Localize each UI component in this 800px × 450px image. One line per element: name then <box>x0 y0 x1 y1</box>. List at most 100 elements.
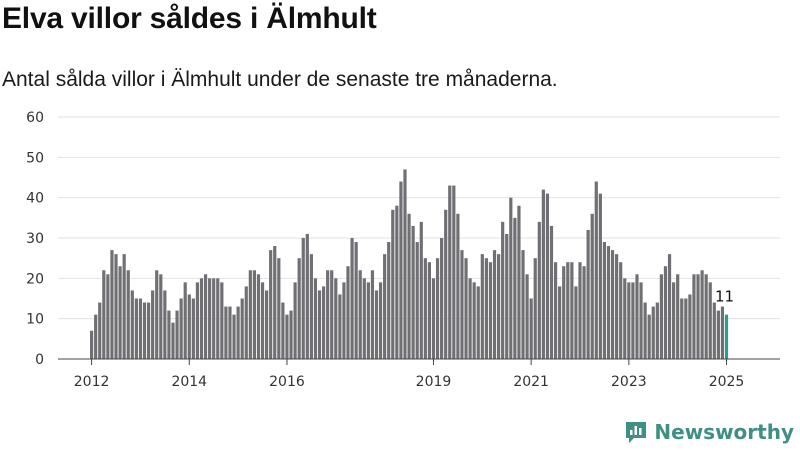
bar <box>501 221 505 359</box>
bar <box>407 213 411 359</box>
bar <box>265 290 269 359</box>
bar <box>663 266 668 359</box>
bar <box>712 302 716 359</box>
bar <box>615 254 619 359</box>
bar <box>651 306 655 359</box>
bar <box>155 270 159 359</box>
bar <box>334 278 338 359</box>
newsworthy-logo: Newsworthy <box>624 420 794 444</box>
bar <box>619 262 623 359</box>
bar <box>509 197 513 359</box>
x-tick-label: 2025 <box>709 374 745 390</box>
bar <box>415 242 419 359</box>
bar <box>435 258 440 359</box>
bar <box>448 185 452 359</box>
bar <box>492 250 497 359</box>
bar <box>667 254 672 359</box>
bar <box>440 238 444 359</box>
bar <box>395 205 399 359</box>
bar <box>256 274 261 359</box>
bar <box>468 278 472 359</box>
bar <box>350 238 354 359</box>
bar <box>403 169 407 359</box>
bar <box>431 278 436 359</box>
bar <box>427 262 432 359</box>
bar <box>313 278 318 359</box>
bar <box>110 250 114 359</box>
bar <box>606 246 611 359</box>
x-tick-label: 2023 <box>611 374 647 390</box>
bar <box>309 254 313 359</box>
bar <box>472 282 476 359</box>
bar <box>602 242 607 359</box>
bar <box>419 221 423 359</box>
bar <box>659 274 663 359</box>
bar <box>102 270 106 359</box>
bar <box>285 314 289 359</box>
y-tick-label: 20 <box>26 271 44 287</box>
bar <box>187 294 191 359</box>
chart-title: Elva villor såldes i Älmhult <box>2 2 377 35</box>
y-tick-label: 0 <box>35 352 44 368</box>
x-tick-label: 2021 <box>513 374 549 390</box>
bar <box>562 266 566 359</box>
bar <box>476 286 480 359</box>
bar <box>252 270 256 359</box>
bar <box>521 250 525 359</box>
x-tick-label: 2014 <box>171 374 207 390</box>
bar <box>216 278 220 359</box>
bar <box>370 270 375 359</box>
bar <box>191 298 195 359</box>
bar <box>541 189 545 359</box>
bar <box>293 282 297 359</box>
bar <box>98 302 102 359</box>
bar <box>175 310 179 359</box>
bar <box>497 254 501 359</box>
bar <box>130 290 134 359</box>
bar <box>151 290 155 359</box>
bar <box>378 282 383 359</box>
bar <box>146 302 151 359</box>
newsworthy-logo-text: Newsworthy <box>654 420 794 444</box>
last-value-label: 11 <box>715 288 734 306</box>
bar <box>167 310 171 359</box>
bar <box>545 193 550 359</box>
bar <box>716 310 720 359</box>
bar <box>305 233 309 359</box>
bar <box>236 306 240 359</box>
bar <box>321 286 326 359</box>
grid-lines <box>58 116 780 320</box>
bar <box>383 254 387 359</box>
bar <box>655 302 659 359</box>
bar <box>195 282 200 359</box>
y-tick-label: 30 <box>26 231 44 247</box>
bar <box>126 270 130 359</box>
bar <box>118 266 122 359</box>
bar <box>529 298 533 359</box>
bar <box>114 254 118 359</box>
bar <box>635 274 639 359</box>
bar <box>480 254 484 359</box>
bar <box>248 270 252 359</box>
bar <box>643 302 647 359</box>
y-axis-labels: 0 10 20 30 40 50 60 <box>26 110 44 368</box>
bar <box>598 193 602 359</box>
bar <box>260 282 265 359</box>
bar <box>549 225 554 359</box>
bar <box>456 213 460 359</box>
bar <box>183 282 187 359</box>
y-tick-label: 50 <box>26 150 44 166</box>
bar <box>647 314 651 359</box>
bar <box>680 298 684 359</box>
bar <box>387 242 391 359</box>
bar <box>106 274 110 359</box>
bar <box>297 258 301 359</box>
bar <box>228 306 232 359</box>
bar <box>586 229 590 359</box>
bar <box>366 282 370 359</box>
bar <box>517 205 521 359</box>
x-tick-label: 2016 <box>269 374 305 390</box>
bar <box>566 262 570 359</box>
bar <box>574 286 578 359</box>
